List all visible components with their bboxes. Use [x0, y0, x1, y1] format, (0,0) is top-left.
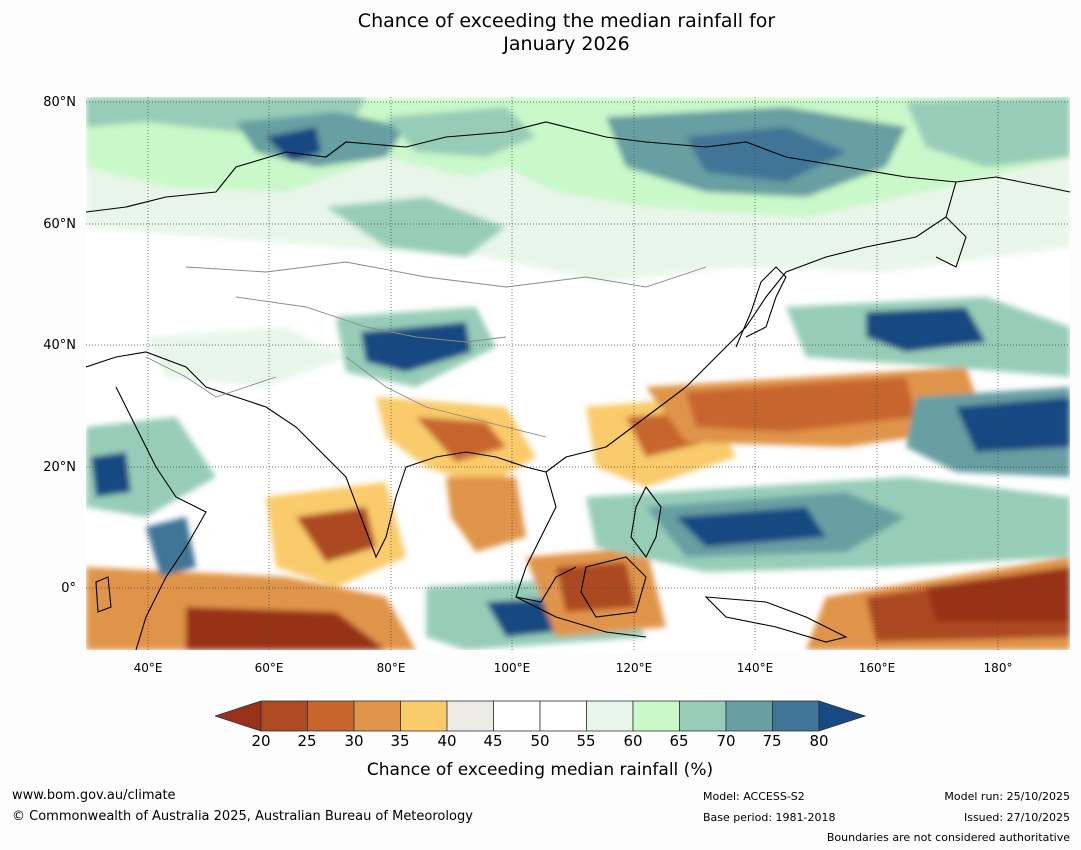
lat-label-80n: 80°N: [43, 95, 76, 110]
region-bay-bengal: [446, 477, 526, 552]
model-text: Model: ACCESS-S2: [703, 790, 805, 803]
boundary-central-asia: [235, 296, 507, 343]
colorbar-label: Chance of exceeding median rainfall (%): [366, 760, 714, 780]
title-line-1: Chance of exceeding the median rainfall …: [357, 10, 776, 32]
lon-label-180: 180°: [983, 661, 1013, 675]
region-east-africa-core: [186, 607, 386, 650]
region-arabian-sea-core: [296, 507, 376, 562]
probability-shading: [86, 97, 1070, 650]
graticule: [86, 97, 1070, 650]
boundary-china-india: [345, 356, 547, 438]
base-period-text: Base period: 1981-2018: [703, 811, 836, 824]
lon-label-140e: 140°E: [736, 661, 774, 675]
coast-kamchatka: [935, 216, 967, 268]
coast-philippines: [630, 485, 662, 559]
region-philippine-sea-core: [676, 507, 826, 547]
region-central-pacific-core: [956, 397, 1070, 452]
lon-label-160e: 160°E: [858, 661, 896, 675]
colorbar-tick-50: 50: [530, 732, 550, 750]
colorbar-segment: [539, 700, 587, 732]
coast-europe-arctic: [86, 121, 1070, 213]
colorbar-tick-35: 35: [390, 732, 410, 750]
country-boundaries: [145, 261, 707, 438]
colorbar-tick-30: 30: [344, 732, 364, 750]
colorbar-tick-75: 75: [762, 732, 782, 750]
region-subtropical-core: [686, 377, 916, 432]
region-arctic-east: [906, 97, 1070, 167]
boundary-middle-east: [145, 356, 277, 398]
colorbar-segment: [307, 700, 355, 732]
region-somalia-coast: [146, 517, 196, 577]
title-line-2: January 2026: [503, 33, 630, 55]
region-barents-sea-core: [266, 127, 321, 162]
region-east-siberia-core: [686, 127, 846, 182]
copyright-text: © Commonwealth of Australia 2025, Austra…: [12, 809, 473, 824]
rainfall-map: [86, 97, 1070, 650]
bom-url-link[interactable]: www.bom.gov.au/climate: [12, 788, 176, 803]
colorbar-segment: [446, 700, 494, 732]
colorbar-tick-65: 65: [669, 732, 689, 750]
issued-text: Issued: 27/10/2025: [963, 811, 1070, 824]
colorbar-segment: [353, 700, 401, 732]
colorbar-segment: [586, 700, 634, 732]
coast-madagascar: [95, 576, 112, 613]
lon-label-40e: 40°E: [133, 661, 163, 675]
lat-label-40n: 40°N: [43, 338, 76, 353]
coast-india: [265, 406, 527, 559]
colorbar-extend-low: [215, 700, 262, 732]
colorbar-tick-45: 45: [483, 732, 503, 750]
lon-label-60e: 60°E: [254, 661, 284, 675]
region-equatorial-pacific-core: [926, 567, 1070, 622]
colorbar-segment: [400, 700, 448, 732]
colorbar-tick-40: 40: [437, 732, 457, 750]
colorbar-tick-25: 25: [297, 732, 317, 750]
colorbar: [215, 700, 867, 732]
colorbar-tick-70: 70: [716, 732, 736, 750]
lon-label-120e: 120°E: [615, 661, 653, 675]
coast-borneo: [580, 556, 647, 618]
coast-pacific-asia: [525, 181, 957, 473]
coastlines: [86, 121, 1070, 650]
chart-title: Chance of exceeding the median rainfall …: [0, 10, 1081, 56]
coast-arabia: [86, 351, 267, 408]
coast-africa-east: [115, 386, 207, 650]
region-central-asia-light: [146, 327, 346, 387]
region-red-sea-blue: [91, 452, 131, 497]
region-borneo-core: [556, 562, 636, 612]
colorbar-tick-55: 55: [576, 732, 596, 750]
region-barents-sea: [236, 112, 406, 167]
colorbar-segment: [632, 700, 680, 732]
lon-label-100e: 100°E: [493, 661, 531, 675]
region-north-russia: [386, 107, 536, 157]
colorbar-segment: [493, 700, 541, 732]
coast-japan: [735, 266, 787, 348]
colorbar-tick-80: 80: [809, 732, 829, 750]
lat-label-60n: 60°N: [43, 217, 76, 232]
rainfall-map-canvas: [86, 97, 1070, 650]
colorbar-segment: [260, 700, 308, 732]
region-west-siberia: [326, 197, 506, 257]
region-tibet-brown: [416, 417, 506, 462]
region-mongolia-core: [361, 322, 471, 372]
coast-new-guinea: [704, 596, 848, 643]
colorbar-segment: [679, 700, 727, 732]
region-north-pacific-core: [866, 307, 986, 352]
colorbar-segment: [772, 700, 820, 732]
coast-se-asia: [515, 471, 577, 603]
colorbar-extend-high: [818, 700, 867, 732]
lon-label-80e: 80°E: [376, 661, 406, 675]
colorbar-tick-20: 20: [251, 732, 271, 750]
boundary-russia-south: [185, 261, 707, 288]
colorbar-tick-60: 60: [623, 732, 643, 750]
lat-label-20n: 20°N: [43, 460, 76, 475]
lat-label-equator: 0°: [61, 581, 76, 596]
coast-sumatra-java: [515, 596, 647, 638]
disclaimer-text: Boundaries are not considered authoritat…: [826, 831, 1070, 844]
colorbar-segment: [725, 700, 773, 732]
model-run-text: Model run: 25/10/2025: [944, 790, 1070, 803]
